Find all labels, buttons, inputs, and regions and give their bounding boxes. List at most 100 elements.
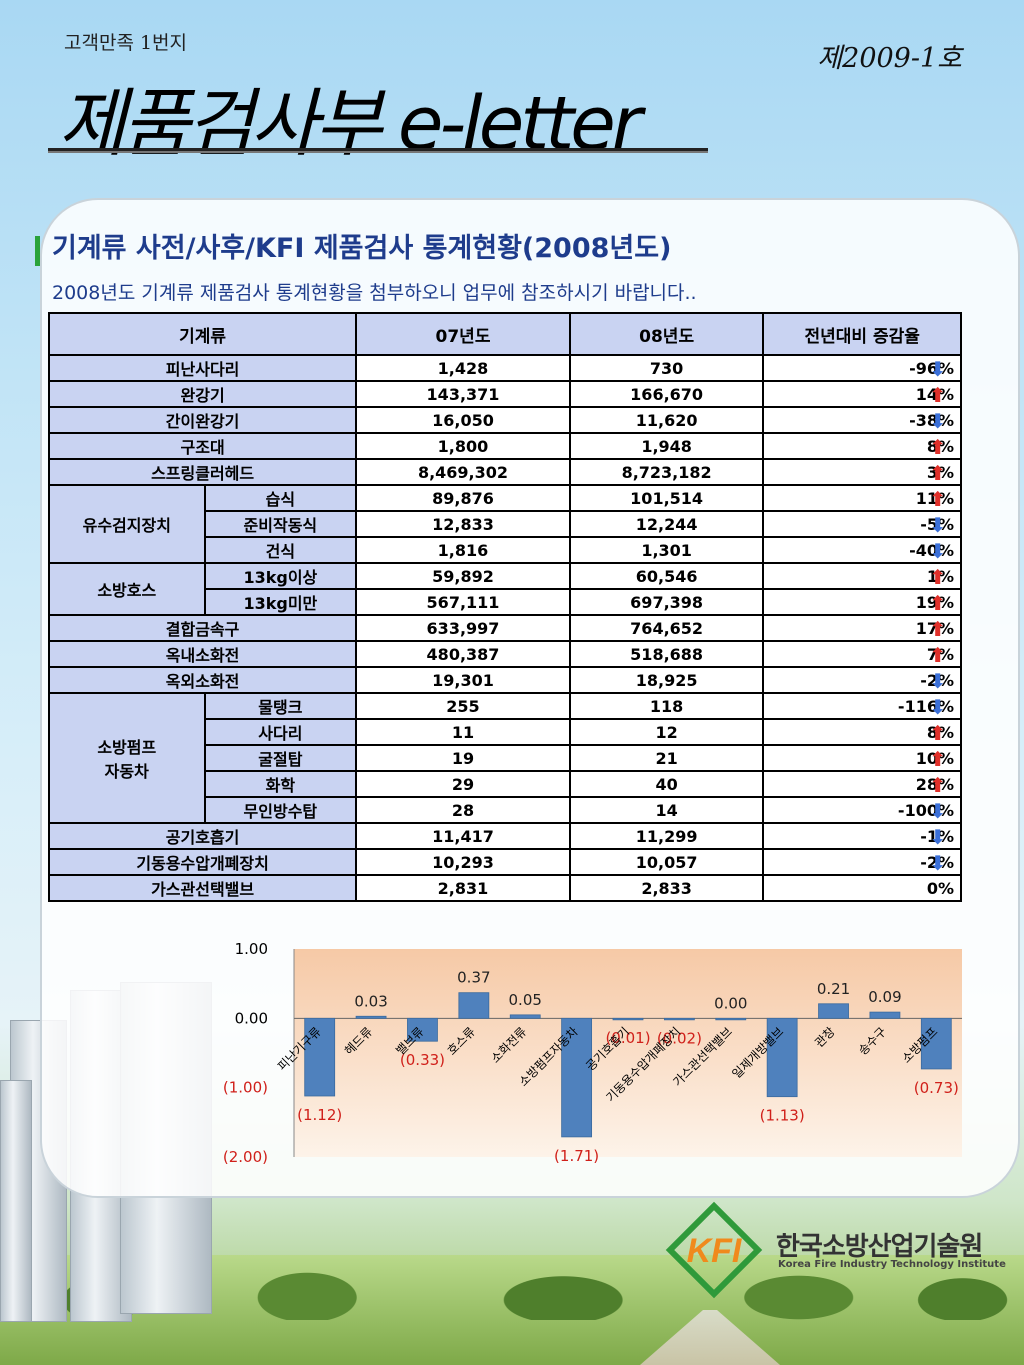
- arrow-up-icon: ⬆: [929, 617, 946, 641]
- change-cell: 17% ⬆: [762, 614, 962, 642]
- value-2007: 480,387: [355, 640, 571, 668]
- value-2007: 11: [355, 718, 571, 746]
- y-tick-label: (1.00): [223, 1079, 268, 1097]
- arrow-up-icon: ⬆: [929, 773, 946, 797]
- section-title: 기계류 사전/사후/KFI 제품검사 통계현황(2008년도): [52, 233, 672, 264]
- arrow-up-icon: ⬆: [929, 747, 946, 771]
- row-label: 구조대: [47, 432, 358, 460]
- value-2008: 730: [568, 354, 765, 382]
- change-cell: 0%: [762, 874, 962, 902]
- table-row: 건식 1,816 1,301 -40% ⬇: [49, 536, 962, 564]
- value-2008: 11,620: [568, 406, 765, 434]
- kfi-logo-icon: KFI: [665, 1201, 763, 1299]
- data-label: 0.05: [509, 991, 542, 1009]
- row-sublabel: 무인방수탑: [203, 796, 358, 824]
- arrow-up-icon: ⬆: [929, 643, 946, 667]
- change-value: 17%: [915, 618, 954, 638]
- section-marker: [35, 236, 40, 266]
- value-2008: 1,948: [568, 432, 765, 460]
- arrow-up-icon: ⬆: [929, 591, 946, 615]
- value-2007: 8,469,302: [355, 458, 571, 486]
- logo-name-korean: 한국소방산업기술원: [776, 1232, 983, 1262]
- table-body: 피난사다리 1,428 730 -96% ⬇ 완강기 143,371 166,670 14% ⬆ 간…: [47, 354, 962, 902]
- change-cell: 1% ⬆: [762, 562, 962, 590]
- bar: [612, 1017, 644, 1021]
- change-cell: -116% ⬇: [762, 692, 962, 720]
- data-label: (1.71): [554, 1147, 599, 1165]
- change-value: 7%: [926, 644, 954, 664]
- arrow-down-icon: ⬇: [929, 851, 946, 875]
- arrow-up-icon: ⬆: [929, 721, 946, 745]
- value-2008: 10,057: [568, 848, 765, 876]
- change-value: 10%: [915, 748, 954, 768]
- logo-mark-text: KFI: [687, 1232, 743, 1270]
- value-2008: 40: [568, 770, 765, 798]
- row-sublabel: 13kg이상: [203, 562, 358, 590]
- value-2007: 11,417: [355, 822, 571, 850]
- value-2007: 143,371: [355, 380, 571, 408]
- change-value: -116%: [897, 696, 954, 716]
- change-value: -38%: [909, 410, 954, 430]
- table-row: 옥외소화전 19,301 18,925 -2% ⬇: [47, 666, 962, 694]
- bar: [869, 1011, 901, 1019]
- change-value: -100%: [897, 800, 954, 820]
- value-2008: 18,925: [568, 666, 765, 694]
- value-2008: 518,688: [568, 640, 765, 668]
- change-cell: -2% ⬇: [762, 848, 962, 876]
- change-value: 28%: [915, 774, 954, 794]
- value-2008: 11,299: [568, 822, 765, 850]
- logo-name-english: Korea Fire Industry Technology Institute: [778, 1259, 1006, 1270]
- arrow-down-icon: ⬇: [929, 825, 946, 849]
- row-sublabel: 건식: [203, 536, 358, 564]
- y-tick-label: (2.00): [223, 1148, 268, 1166]
- value-2008: 12: [568, 718, 765, 746]
- table-row: 간이완강기 16,050 11,620 -38% ⬇: [47, 406, 962, 434]
- data-label: 0.03: [354, 992, 387, 1010]
- title-underline: [48, 148, 708, 151]
- arrow-up-icon: ⬆: [929, 383, 946, 407]
- value-2008: 2,833: [568, 874, 765, 902]
- change-value: 0%: [926, 878, 954, 898]
- value-2008: 764,652: [568, 614, 765, 642]
- change-cell: -5% ⬇: [762, 510, 962, 538]
- arrow-up-icon: ⬆: [929, 461, 946, 485]
- group-label: 소방호스: [48, 562, 206, 616]
- table-row: 옥내소화전 480,387 518,688 7% ⬆: [47, 640, 962, 668]
- table-row: 화학 29 40 28% ⬆: [49, 770, 962, 798]
- change-cell: -40% ⬇: [762, 536, 962, 564]
- arrow-up-icon: ⬆: [929, 487, 946, 511]
- change-value: -2%: [920, 852, 954, 872]
- table-row: 구조대 1,800 1,948 8% ⬆: [47, 432, 962, 460]
- row-label: 결합금속구: [47, 614, 358, 642]
- bar: [920, 1017, 952, 1070]
- data-label: (0.01): [605, 1029, 650, 1047]
- column-header-category: 기계류: [47, 312, 358, 356]
- value-2008: 14: [568, 796, 765, 824]
- arrow-down-icon: ⬇: [929, 539, 946, 563]
- value-2007: 19: [355, 744, 571, 772]
- group-label: 유수검지장치: [48, 484, 206, 564]
- change-value: -40%: [909, 540, 954, 560]
- column-header-change: 전년대비 증감율: [762, 312, 962, 356]
- value-2007: 1,816: [355, 536, 571, 564]
- row-sublabel: 물탱크: [203, 692, 358, 720]
- row-sublabel: 습식: [203, 484, 358, 512]
- statistics-table: 기계류 07년도 08년도 전년대비 증감율 피난사다리 1,428 730 -96%…: [47, 312, 962, 902]
- table-row: 무인방수탑 28 14 -100% ⬇: [49, 796, 962, 824]
- change-value: 1%: [926, 566, 954, 586]
- change-cell: 10% ⬆: [762, 744, 962, 772]
- section-subtitle: 2008년도 기계류 제품검사 통계현황을 첨부하오니 업무에 참조하시기 바랍…: [52, 282, 697, 304]
- value-2007: 1,800: [355, 432, 571, 460]
- change-cell: 7% ⬆: [762, 640, 962, 668]
- row-label: 가스관선택밸브: [47, 874, 358, 902]
- data-label: 0.37: [457, 969, 490, 987]
- table-row: 굴절탑 19 21 10% ⬆: [49, 744, 962, 772]
- column-header-2008: 08년도: [568, 312, 765, 356]
- arrow-up-icon: ⬆: [929, 435, 946, 459]
- value-2008: 12,244: [568, 510, 765, 538]
- bar: [715, 1017, 747, 1021]
- row-label: 완강기: [47, 380, 358, 408]
- data-label: (0.02): [657, 1030, 702, 1048]
- change-cell: -2% ⬇: [762, 666, 962, 694]
- row-sublabel: 사다리: [203, 718, 358, 746]
